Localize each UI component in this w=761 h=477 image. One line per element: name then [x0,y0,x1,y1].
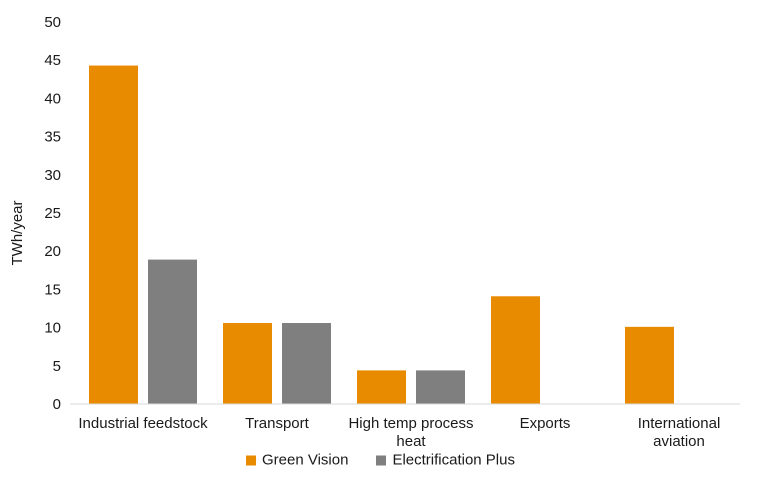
legend-swatch [376,455,387,465]
y-tick-label: 50 [44,14,61,31]
y-tick-label: 20 [44,243,61,260]
y-tick-label: 45 [44,52,61,69]
y-tick-label: 0 [53,396,61,413]
x-category-label: High temp process heat [348,415,473,450]
bar-green-vision [357,370,406,404]
y-tick-label: 40 [44,90,61,107]
bar-green-vision [223,323,272,404]
bar-green-vision [89,65,138,404]
x-category-label: International aviation [638,415,721,450]
bar-green-vision [625,326,674,404]
x-category-label: Industrial feedstock [78,415,208,432]
legend: Green Vision Electrification Plus [0,452,761,469]
category-labels: Industrial feedstock Transport High temp p… [78,415,720,450]
legend-label: Electrification Plus [392,451,515,469]
y-axis-ticks: 0 5 10 15 20 25 30 35 40 45 50 [44,14,61,413]
y-axis-label: TWh/year [9,200,26,265]
x-category-label: Exports [520,415,571,432]
y-tick-label: 35 [44,129,61,146]
legend-item: Green Vision [245,451,349,469]
bar-green-vision [491,296,540,404]
bar-electrification-plus [282,323,331,404]
x-category-label: Transport [245,415,309,432]
bar-electrification-plus [416,370,465,404]
legend-swatch [245,455,256,465]
y-tick-label: 25 [44,205,61,222]
legend-item: Electrification Plus [376,452,515,469]
bar-electrification-plus [148,259,197,404]
y-tick-label: 15 [44,281,61,298]
legend-label: Green Vision [261,451,349,469]
y-tick-label: 10 [44,320,61,337]
y-tick-label: 5 [53,358,61,375]
bars [89,65,674,404]
y-tick-label: 30 [44,167,61,184]
